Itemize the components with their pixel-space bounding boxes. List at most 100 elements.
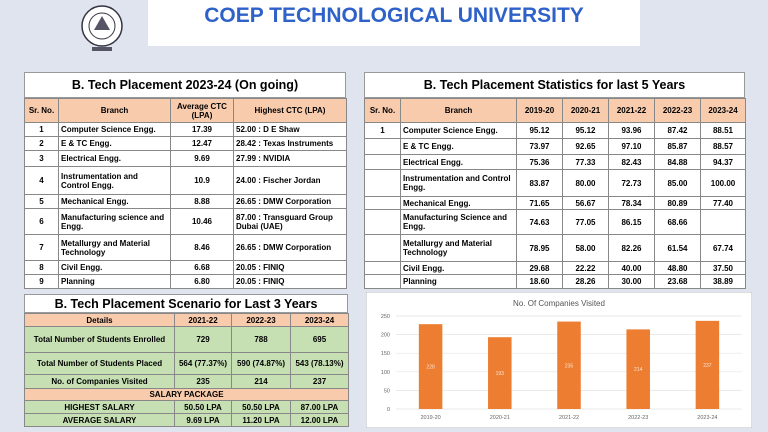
table-row: Sr. No. Branch Average CTC (LPA) Highest CT…: [24, 98, 347, 123]
cell: [700, 209, 746, 235]
table-row: Manufacturing Science and Engg. 74.63 77.0…: [364, 209, 746, 235]
table-row: Total Number of Students Enrolled 729 788 6…: [24, 326, 349, 353]
cell: Mechanical Engg.: [58, 194, 171, 209]
table-row: AVERAGE SALARY 9.69 LPA 11.20 LPA 12.00 LPA: [24, 413, 349, 427]
table-row: 8 Civil Engg. 6.68 20.05 : FINIQ: [24, 260, 347, 275]
cell: 12.47: [170, 136, 234, 151]
cell: 84.88: [654, 154, 701, 170]
cell: 23.68: [654, 274, 701, 289]
cell: 68.66: [654, 209, 701, 235]
chart-title: No. Of Companies Visited: [513, 299, 605, 308]
cell: 61.54: [654, 234, 701, 262]
cell: 80.89: [654, 196, 701, 210]
cell: 72.73: [608, 169, 655, 197]
cell: 9: [24, 274, 59, 289]
header-cell: Sr. No.: [24, 98, 59, 123]
cell: 88.57: [700, 138, 746, 155]
cell: Total Number of Students Enrolled: [24, 326, 175, 353]
cell: 235: [174, 374, 232, 389]
cell: 50.50 LPA: [231, 400, 291, 414]
cell: 95.12: [562, 122, 609, 139]
table-row: No. of Companies Visited 235 214 237: [24, 374, 349, 389]
cell: Computer Science Engg.: [400, 122, 517, 139]
cell: 38.89: [700, 274, 746, 289]
cell: 83.87: [516, 169, 563, 197]
cell: 6.80: [170, 274, 234, 289]
cell: 4: [24, 166, 59, 195]
y-tick-label: 150: [381, 351, 390, 357]
bar: [695, 320, 720, 409]
x-tick-label: 2019-20: [421, 415, 441, 421]
x-tick-label: 2022-23: [628, 415, 648, 421]
x-tick-label: 2020-21: [490, 415, 510, 421]
table2: Sr. No. Branch 2019-20 2020-21 2021-22 2022-2…: [364, 98, 746, 289]
cell: 12.00 LPA: [290, 413, 349, 427]
cell: Instrumentation and Control Engg.: [58, 166, 171, 195]
tbody: Sr. No. Branch Average CTC (LPA) Highest CT…: [24, 98, 347, 289]
cell: 78.95: [516, 234, 563, 262]
bar: [418, 324, 443, 409]
table1: Sr. No. Branch Average CTC (LPA) Highest CT…: [24, 98, 347, 289]
cell: 20.05 : FINIQ: [233, 260, 347, 275]
table-row: Planning 18.60 28.26 30.00 23.68 38.89: [364, 274, 746, 289]
title-banner: [148, 0, 640, 46]
cell: 18.60: [516, 274, 563, 289]
cell: 29.68: [516, 261, 563, 275]
table-row: 7 Metallurgy and Material Technology 8.46 2…: [24, 234, 347, 261]
cell: 77.40: [700, 196, 746, 210]
cell: 52.00 : D E Shaw: [233, 122, 347, 137]
logo: [81, 5, 123, 51]
chart: No. Of Companies Visited 0 50 100 150 200 250…: [366, 292, 752, 428]
cell: No. of Companies Visited: [24, 374, 175, 389]
cell: 50.50 LPA: [174, 400, 232, 414]
header-cell: Highest CTC (LPA): [233, 98, 347, 123]
cell: 48.80: [654, 261, 701, 275]
table2-title: B. Tech Placement Statistics for last 5 …: [364, 72, 745, 98]
cell: 77.05: [562, 209, 609, 235]
cell: 5: [24, 194, 59, 209]
bar: [557, 321, 581, 409]
cell: Mechanical Engg.: [400, 196, 517, 210]
cell: 9.69 LPA: [174, 413, 232, 427]
tbody: Sr. No. Branch 2019-20 2020-21 2021-22 2022-2…: [364, 98, 746, 289]
cell: 543 (78.13%): [290, 352, 349, 375]
cell: 87.00 : Transguard Group Dubai (UAE): [233, 208, 347, 235]
cell: 24.00 : Fischer Jordan: [233, 166, 347, 195]
cell: E & TC Engg.: [400, 138, 517, 155]
bar: [626, 329, 650, 409]
cell: 95.12: [516, 122, 563, 139]
cell: 94.37: [700, 154, 746, 170]
cell: 37.50: [700, 261, 746, 275]
cell: 237: [290, 374, 349, 389]
cell: Electrical Engg.: [58, 150, 171, 167]
table-row: SALARY PACKAGE: [24, 388, 349, 401]
cell: 28.42 : Texas Instruments: [233, 136, 347, 151]
cell: 73.97: [516, 138, 563, 155]
header-cell: 2020-21: [562, 98, 609, 123]
bar: [488, 337, 512, 409]
cell: 30.00: [608, 274, 655, 289]
cell: AVERAGE SALARY: [24, 413, 175, 427]
data-label: 214: [634, 367, 643, 373]
cell: 26.65 : DMW Corporation: [233, 234, 347, 261]
cell: Civil Engg.: [58, 260, 171, 275]
cell: 28.26: [562, 274, 609, 289]
header-cell: Branch: [58, 98, 171, 123]
data-label: 237: [703, 363, 712, 369]
table-row: Mechanical Engg. 71.65 56.67 78.34 80.89 77.4…: [364, 196, 746, 210]
cell: 74.63: [516, 209, 563, 235]
section-cell: SALARY PACKAGE: [24, 388, 349, 401]
cell: Metallurgy and Material Technology: [400, 234, 517, 262]
cell: 56.67: [562, 196, 609, 210]
cell: Total Number of Students Placed: [24, 352, 175, 375]
x-tick-label: 2023-24: [697, 415, 717, 421]
table-row: Electrical Engg. 75.36 77.33 82.43 84.88 94.3…: [364, 154, 746, 170]
table-row: 1 Computer Science Engg. 95.12 95.12 93.96 87…: [364, 122, 746, 139]
cell: Manufacturing Science and Engg.: [400, 209, 517, 235]
y-tick-label: 250: [381, 314, 390, 320]
header-cell: 2022-23: [654, 98, 701, 123]
table-row: 5 Mechanical Engg. 8.88 26.65 : DMW Corpora…: [24, 194, 347, 209]
tbody: Details 2021-22 2022-23 2023-24 Total Number…: [24, 313, 349, 427]
header-cell: Details: [24, 313, 175, 327]
